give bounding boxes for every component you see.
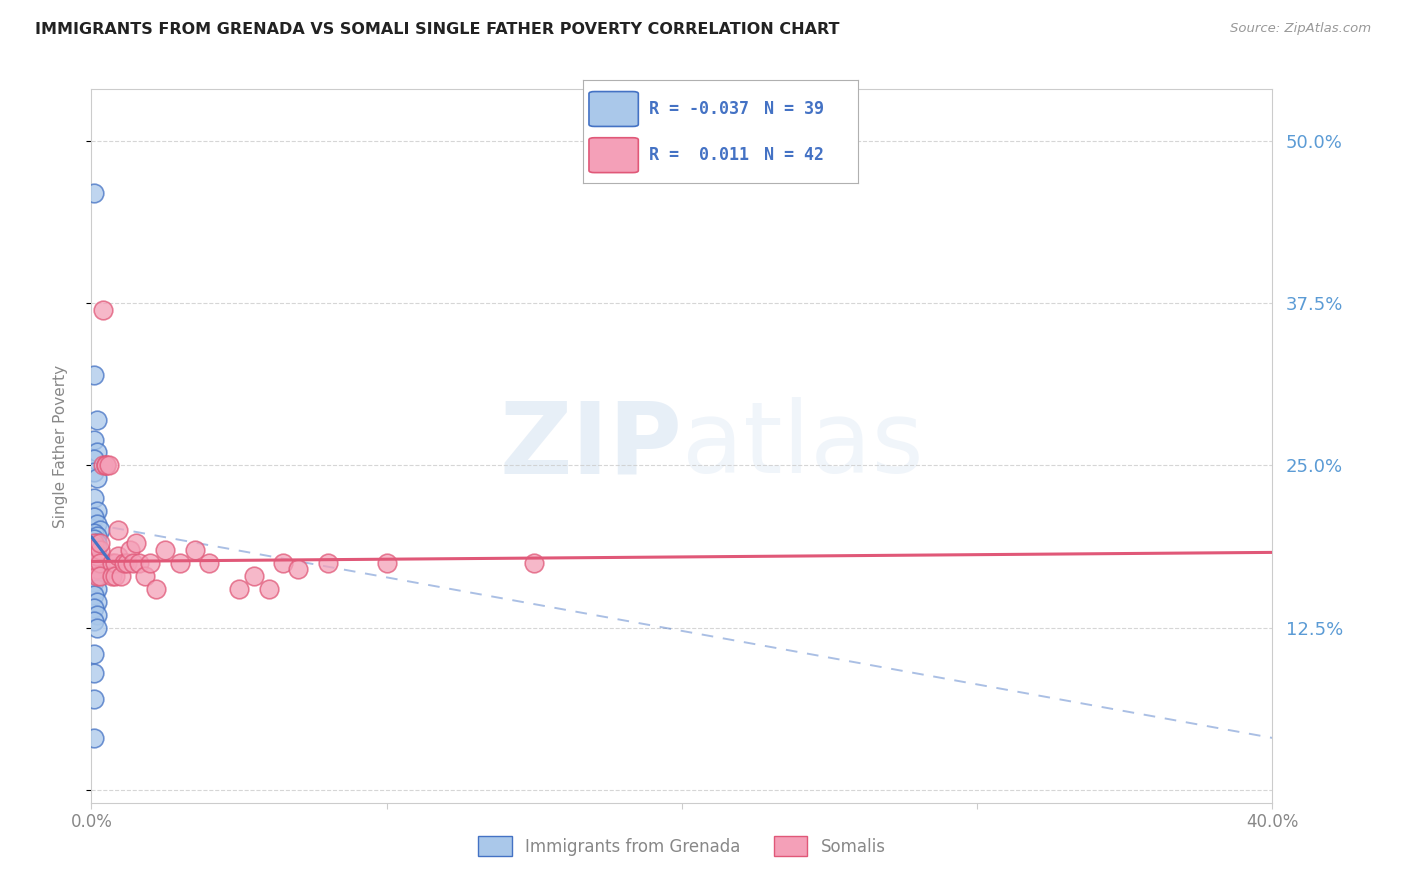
Point — [101, 568, 124, 582]
Point — [83, 565, 105, 579]
Point — [86, 516, 108, 531]
Point — [128, 556, 150, 570]
Text: N = 39: N = 39 — [765, 100, 824, 118]
Point — [118, 542, 141, 557]
Point — [115, 556, 138, 570]
Point — [83, 452, 105, 467]
Point — [83, 731, 105, 745]
Text: ZIP: ZIP — [499, 398, 682, 494]
Point — [86, 536, 108, 550]
Point — [86, 471, 108, 485]
Point — [83, 647, 105, 661]
Text: R =  0.011: R = 0.011 — [650, 146, 749, 164]
Point — [139, 556, 162, 570]
Point — [375, 556, 398, 570]
FancyBboxPatch shape — [589, 92, 638, 127]
Point — [91, 302, 114, 317]
Point — [83, 544, 105, 558]
Point — [101, 556, 124, 570]
Point — [86, 582, 108, 596]
Text: R = -0.037: R = -0.037 — [650, 100, 749, 118]
Point — [169, 556, 191, 570]
Point — [110, 568, 132, 582]
Point — [86, 549, 108, 564]
Point — [89, 542, 111, 557]
Point — [83, 601, 105, 615]
Point — [86, 413, 108, 427]
Point — [104, 568, 127, 582]
Point — [83, 525, 105, 540]
Point — [124, 536, 148, 550]
Point — [183, 542, 207, 557]
Point — [86, 621, 108, 635]
Point — [83, 539, 105, 553]
Point — [89, 536, 111, 550]
Point — [89, 568, 111, 582]
Point — [104, 556, 127, 570]
Point — [107, 524, 129, 538]
Text: atlas: atlas — [682, 398, 924, 494]
Point — [83, 575, 105, 590]
Point — [86, 528, 108, 542]
Point — [83, 556, 105, 570]
Point — [86, 595, 108, 609]
Y-axis label: Single Father Poverty: Single Father Poverty — [53, 365, 67, 527]
Point — [83, 510, 105, 524]
Point — [523, 556, 546, 570]
Point — [83, 588, 105, 602]
Point — [86, 445, 108, 459]
Point — [83, 666, 105, 681]
Point — [83, 536, 105, 550]
Point — [243, 568, 266, 582]
Point — [89, 524, 111, 538]
Point — [86, 568, 108, 582]
Point — [89, 556, 111, 570]
Point — [112, 556, 135, 570]
Point — [273, 556, 295, 570]
Point — [198, 556, 221, 570]
Point — [86, 607, 108, 622]
Point — [86, 541, 108, 556]
Point — [83, 186, 105, 200]
Point — [86, 568, 108, 582]
Point — [91, 458, 114, 473]
Point — [83, 692, 105, 706]
Point — [96, 458, 118, 473]
Point — [83, 556, 105, 570]
Point — [83, 491, 105, 505]
Point — [287, 562, 309, 576]
Point — [86, 562, 108, 576]
Point — [83, 533, 105, 547]
Point — [98, 458, 121, 473]
FancyBboxPatch shape — [589, 137, 638, 173]
Point — [83, 549, 105, 564]
Point — [316, 556, 339, 570]
Point — [86, 552, 108, 566]
Text: N = 42: N = 42 — [765, 146, 824, 164]
Point — [86, 504, 108, 518]
Point — [257, 582, 280, 596]
Point — [83, 614, 105, 628]
Point — [83, 465, 105, 479]
Point — [145, 582, 167, 596]
Point — [153, 542, 177, 557]
Point — [134, 568, 156, 582]
Legend: Immigrants from Grenada, Somalis: Immigrants from Grenada, Somalis — [472, 830, 891, 863]
Text: IMMIGRANTS FROM GRENADA VS SOMALI SINGLE FATHER POVERTY CORRELATION CHART: IMMIGRANTS FROM GRENADA VS SOMALI SINGLE… — [35, 22, 839, 37]
Point — [86, 559, 108, 574]
Point — [83, 368, 105, 382]
Point — [96, 458, 118, 473]
Point — [121, 556, 143, 570]
Text: Source: ZipAtlas.com: Source: ZipAtlas.com — [1230, 22, 1371, 36]
Point — [228, 582, 250, 596]
Point — [107, 549, 129, 564]
Point — [86, 547, 108, 561]
Point — [83, 433, 105, 447]
